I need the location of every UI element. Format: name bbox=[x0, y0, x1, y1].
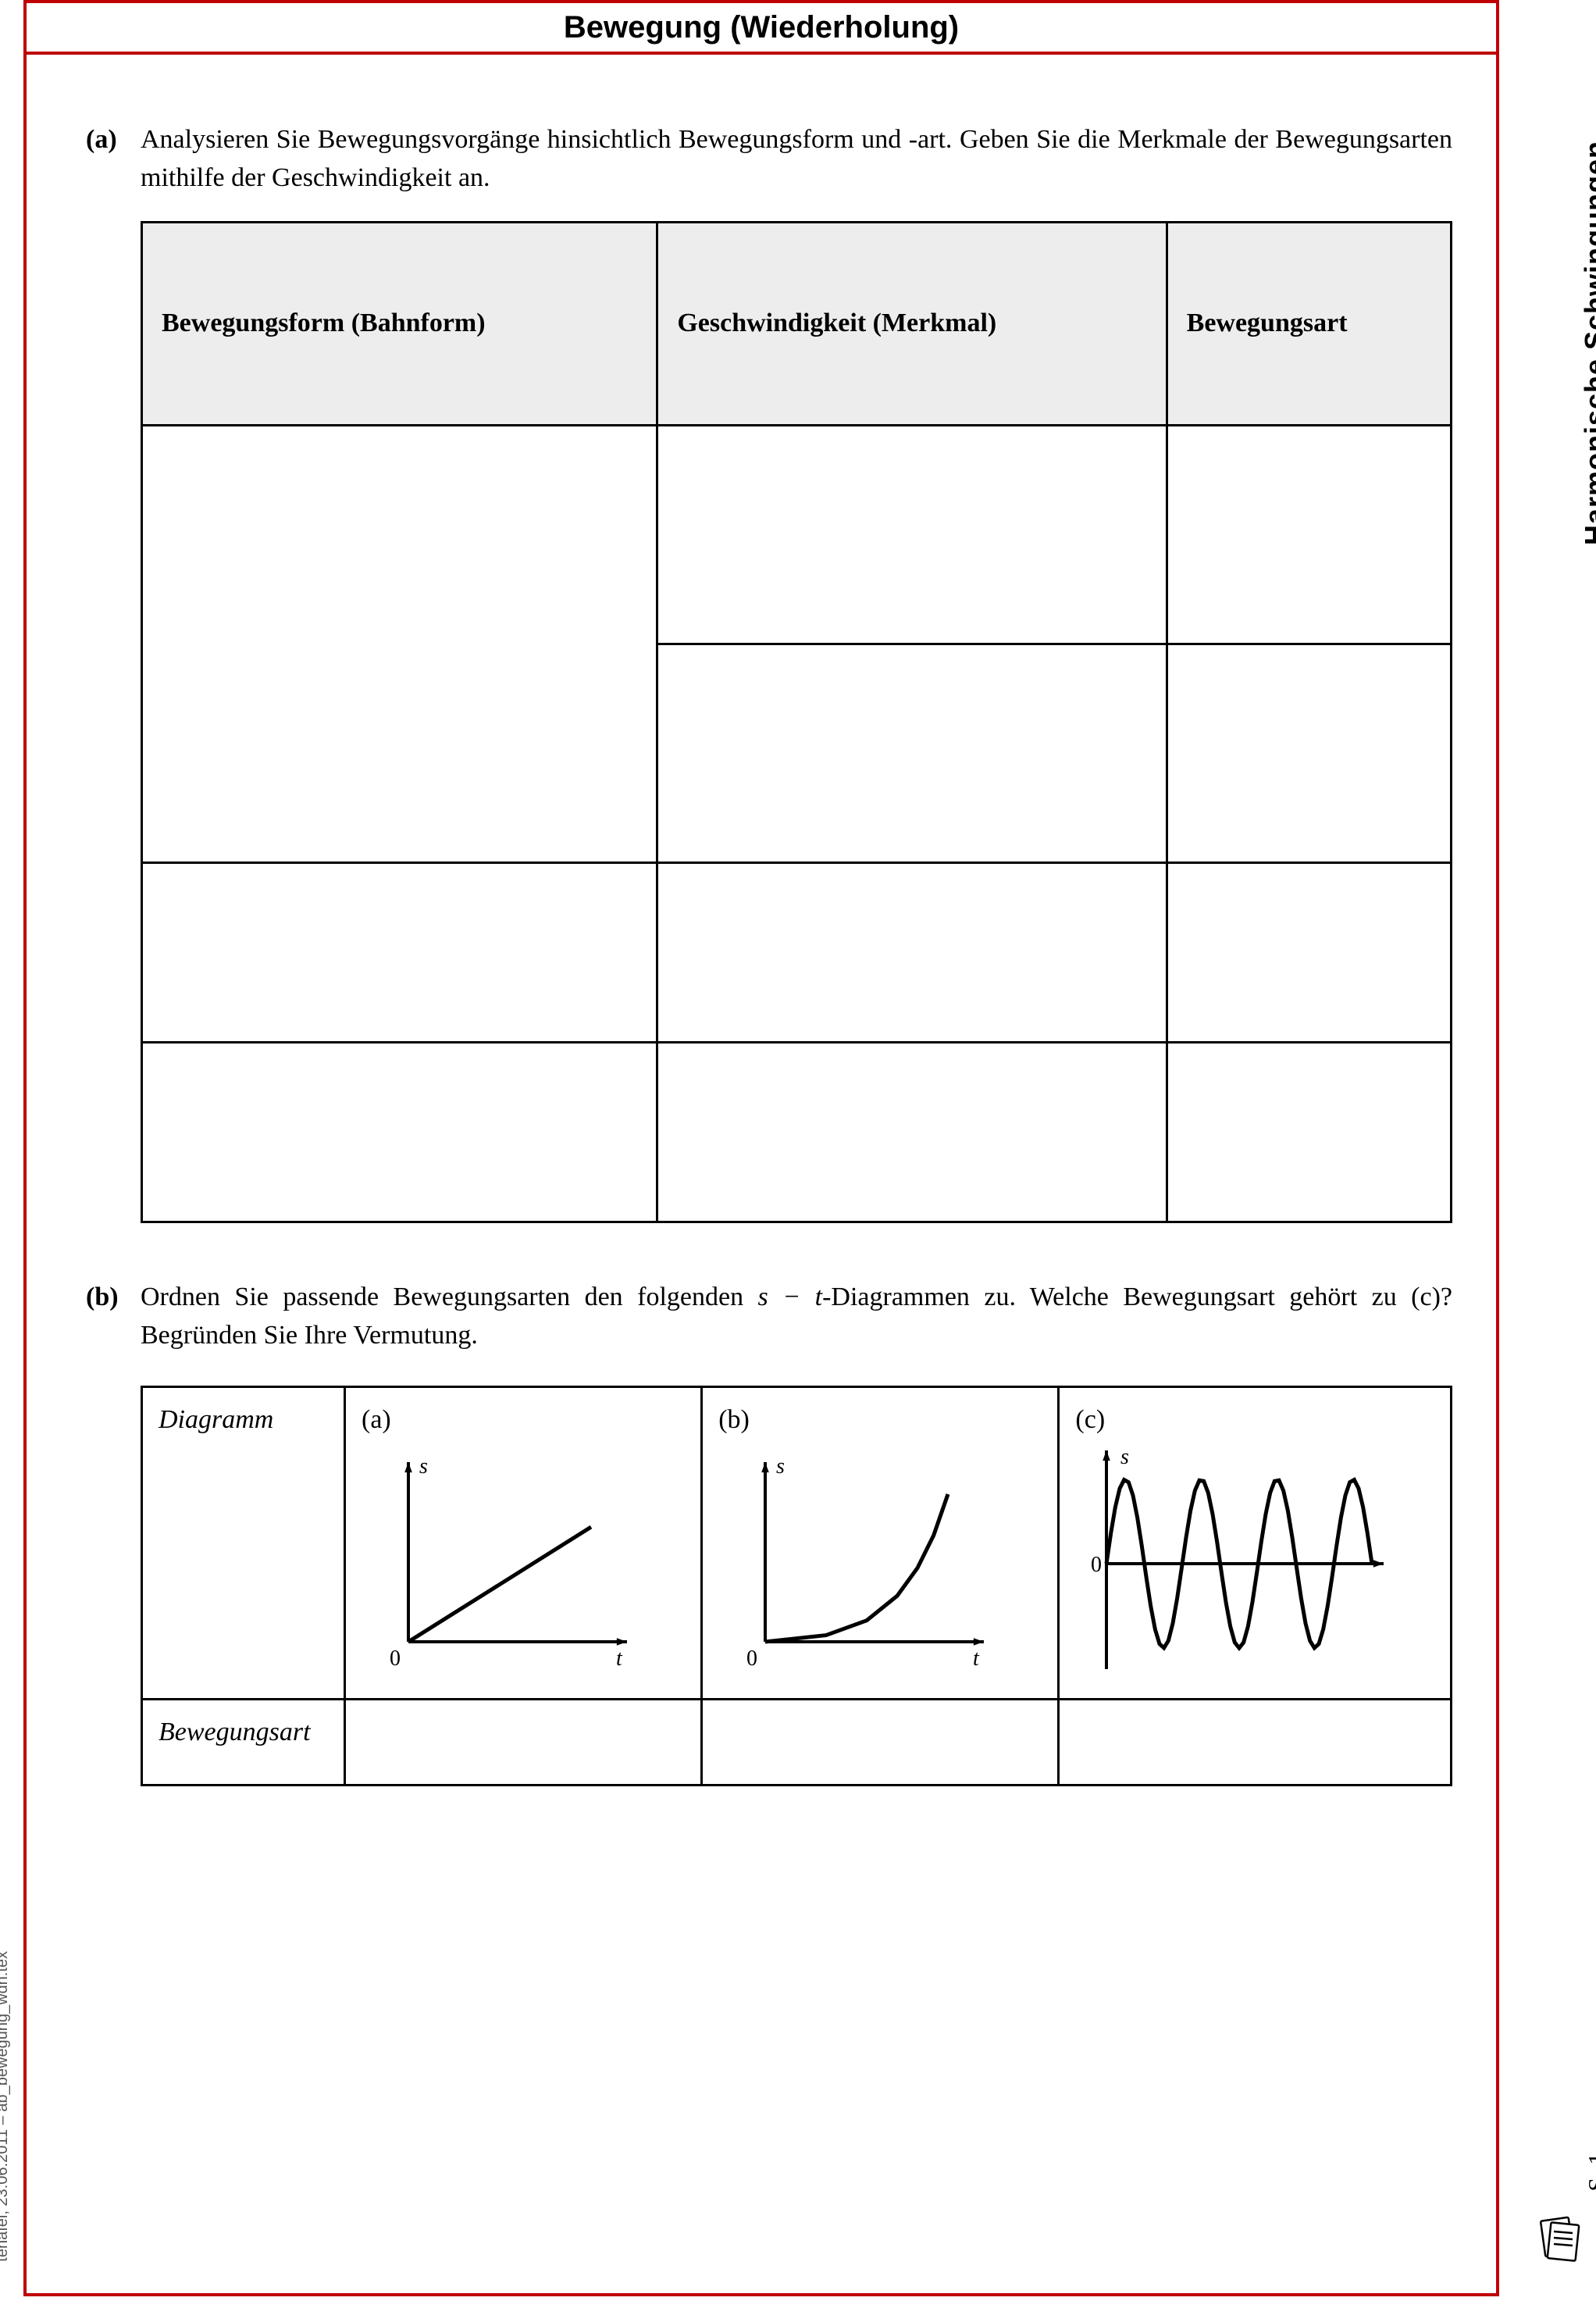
side-chapter-label: Harmonische Schwingungen bbox=[1579, 141, 1596, 545]
diagram-cell-b: (b) s t 0 bbox=[702, 1387, 1059, 1700]
table-a: Bewegungsform (Bahnform) Geschwindigkeit… bbox=[141, 221, 1452, 1223]
task-a-label: (a) bbox=[86, 120, 141, 198]
svg-text:s: s bbox=[1120, 1447, 1129, 1469]
table-row bbox=[142, 862, 1452, 1042]
bewegungsart-row-label: Bewegungsart bbox=[142, 1700, 345, 1786]
table-cell bbox=[345, 1700, 702, 1786]
table-cell bbox=[657, 862, 1167, 1042]
footer-file-info: tenafei, 23.06.2011 – ab_bewegung_wdh.te… bbox=[0, 1951, 12, 2262]
table-a-header-1-text: Bewegungsform (Bahnform) bbox=[162, 309, 486, 337]
diagram-c-plot: s0 bbox=[1075, 1447, 1388, 1681]
diagram-c-label: (c) bbox=[1075, 1405, 1105, 1434]
worksheet-icon bbox=[1534, 2211, 1588, 2270]
content-area: (a) Analysieren Sie Bewegungsvorgänge hi… bbox=[23, 58, 1499, 1818]
table-cell bbox=[657, 1042, 1167, 1222]
table-cell bbox=[142, 1042, 657, 1222]
page-title: Bewegung (Wiederholung) bbox=[23, 0, 1499, 55]
table-cell bbox=[657, 425, 1167, 644]
task-a: (a) Analysieren Sie Bewegungsvorgänge hi… bbox=[86, 120, 1452, 198]
svg-text:s: s bbox=[419, 1454, 428, 1479]
task-a-text: Analysieren Sie Bewegungsvorgänge hinsic… bbox=[141, 120, 1452, 198]
task-b-text-pre: Ordnen Sie passende Bewegungsarten den f… bbox=[141, 1282, 758, 1311]
svg-text:s: s bbox=[776, 1454, 785, 1479]
table-cell bbox=[1167, 862, 1451, 1042]
table-cell bbox=[1059, 1700, 1452, 1786]
task-b-text: Ordnen Sie passende Bewegungsarten den f… bbox=[141, 1278, 1452, 1355]
task-b-text-mid: s − t bbox=[758, 1282, 823, 1311]
page-number: S. 1 bbox=[1583, 2153, 1596, 2192]
svg-text:0: 0 bbox=[746, 1646, 757, 1671]
table-a-header-2: Geschwindigkeit (Merkmal) bbox=[657, 222, 1167, 425]
diagram-row-label: Diagramm bbox=[142, 1387, 345, 1700]
table-cell bbox=[142, 425, 657, 862]
diagram-cell-c: (c) s0 bbox=[1059, 1387, 1452, 1700]
table-cell bbox=[1167, 1042, 1451, 1222]
task-b-label: (b) bbox=[86, 1278, 141, 1355]
table-cell bbox=[657, 644, 1167, 862]
table-cell bbox=[1167, 425, 1451, 644]
diagram-cell-a: (a) s t 0 bbox=[345, 1387, 702, 1700]
table-row bbox=[142, 1042, 1452, 1222]
table-cell bbox=[702, 1700, 1059, 1786]
svg-text:t: t bbox=[616, 1646, 623, 1671]
title-bar: Bewegung (Wiederholung) bbox=[23, 0, 1499, 55]
table-row: Diagramm (a) st0 (b) st0 (c) s0 bbox=[142, 1387, 1452, 1700]
diagram-b-plot: s t 0 bbox=[718, 1447, 999, 1681]
diagram-a-label: (a) bbox=[362, 1405, 391, 1434]
table-a-header-3-text: Bewegungsart bbox=[1187, 309, 1348, 337]
svg-text:0: 0 bbox=[390, 1646, 401, 1671]
diagram-a-plot: s t 0 bbox=[362, 1447, 643, 1681]
svg-text:t: t bbox=[973, 1646, 980, 1671]
table-row: Bewegungsart bbox=[142, 1700, 1452, 1786]
svg-text:0: 0 bbox=[1091, 1553, 1102, 1577]
table-a-header-1: Bewegungsform (Bahnform) bbox=[142, 222, 657, 425]
table-a-header-3: Bewegungsart bbox=[1167, 222, 1451, 425]
table-row bbox=[142, 425, 1452, 644]
diagram-b-label: (b) bbox=[718, 1405, 750, 1434]
table-b: Diagramm (a) st0 (b) st0 (c) s0 Bewegung… bbox=[141, 1386, 1452, 1786]
table-cell bbox=[142, 862, 657, 1042]
table-a-header-2-text: Geschwindigkeit (Merkmal) bbox=[677, 309, 996, 337]
task-b: (b) Ordnen Sie passende Bewegungsarten d… bbox=[86, 1278, 1452, 1355]
table-cell bbox=[1167, 644, 1451, 862]
